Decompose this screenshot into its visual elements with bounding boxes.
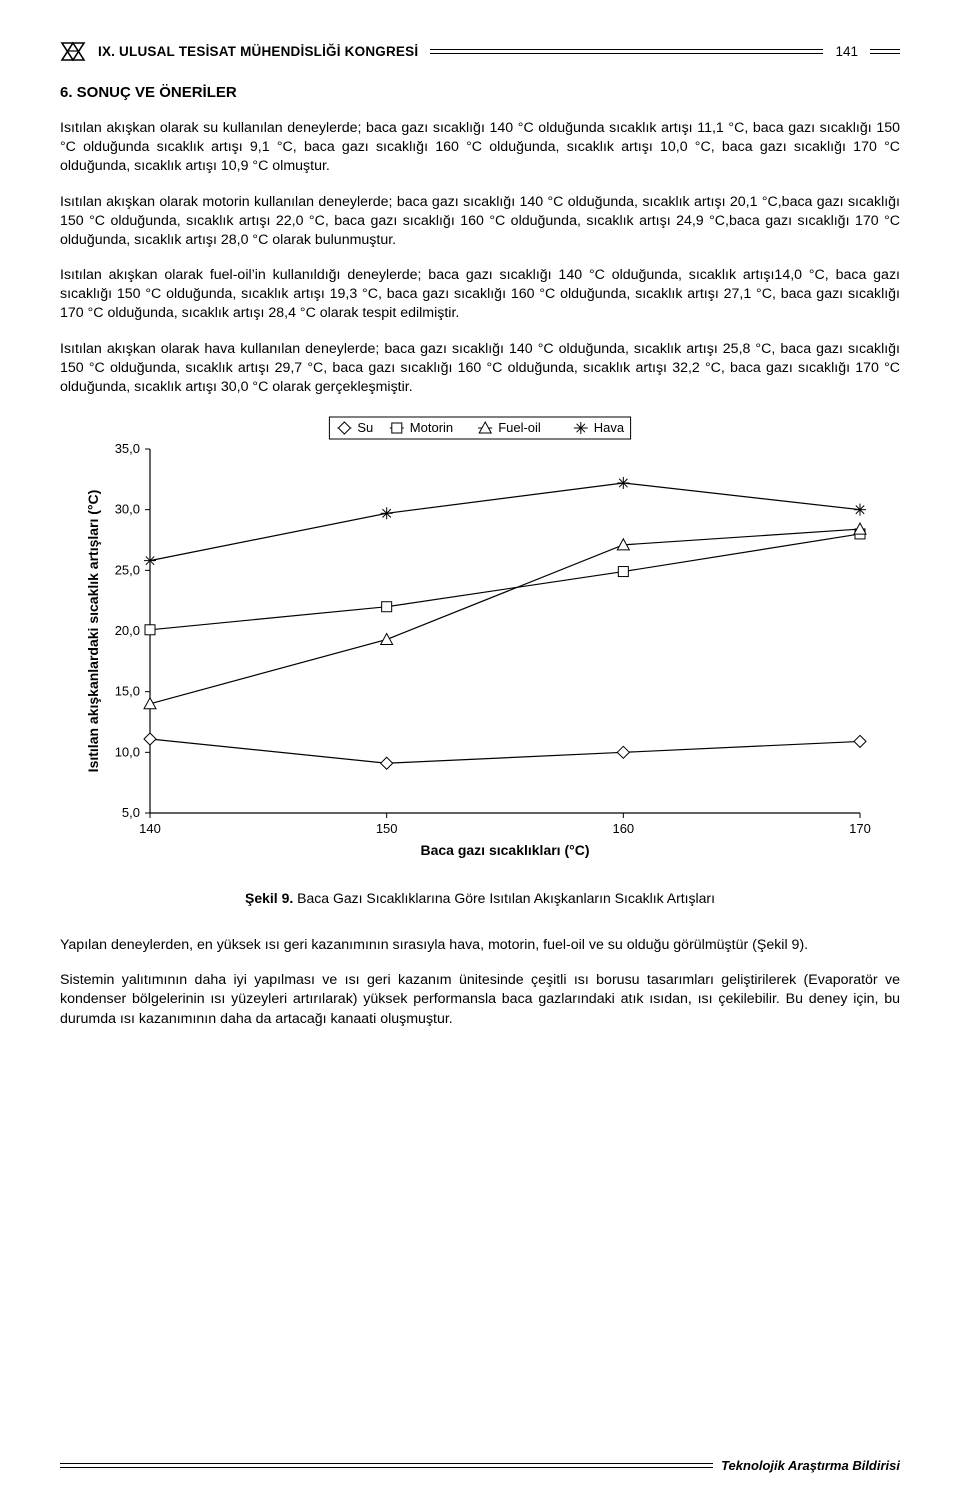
- figure-9: 5,0 10,0 15,0 20,0 25,0 30,0 35,0 140 150 160 170 B…: [60, 413, 900, 878]
- page-header: IX. ULUSAL TESİSAT MÜHENDİSLİĞİ KONGRESİ…: [60, 40, 900, 62]
- page-footer: Teknolojik Araştırma Bildirisi: [60, 1458, 900, 1473]
- footer-text: Teknolojik Araştırma Bildirisi: [721, 1458, 900, 1473]
- paragraph-3: Isıtılan akışkan olarak fuel-oil’in kull…: [60, 266, 900, 324]
- svg-text:30,0: 30,0: [115, 502, 140, 517]
- paragraph-6: Sistemin yalıtımının daha iyi yapılması …: [60, 971, 900, 1029]
- chart-svg: 5,0 10,0 15,0 20,0 25,0 30,0 35,0 140 150 160 170 B…: [70, 413, 890, 873]
- svg-text:Fuel-oil: Fuel-oil: [498, 420, 541, 435]
- paragraph-4: Isıtılan akışkan olarak hava kullanılan …: [60, 340, 900, 398]
- svg-text:150: 150: [376, 821, 398, 836]
- footer-rule: [60, 1463, 713, 1468]
- figure-caption: Şekil 9. Baca Gazı Sıcaklıklarına Göre I…: [60, 890, 900, 906]
- svg-text:Motorin: Motorin: [410, 420, 453, 435]
- page-number: 141: [835, 44, 858, 59]
- paragraph-2: Isıtılan akışkan olarak motorin kullanıl…: [60, 193, 900, 251]
- header-rule-tail: [870, 49, 900, 54]
- figure-caption-label: Şekil 9.: [245, 890, 293, 906]
- svg-text:140: 140: [139, 821, 161, 836]
- svg-text:15,0: 15,0: [115, 684, 140, 699]
- svg-text:Hava: Hava: [594, 420, 625, 435]
- paragraph-1: Isıtılan akışkan olarak su kullanılan de…: [60, 119, 900, 177]
- paragraph-5: Yapılan deneylerden, en yüksek ısı geri …: [60, 936, 900, 955]
- svg-text:Isıtılan akışkanlardaki sıcakl: Isıtılan akışkanlardaki sıcaklık artışla…: [85, 490, 101, 773]
- section-heading: 6. SONUÇ VE ÖNERİLER: [60, 84, 900, 101]
- svg-text:170: 170: [849, 821, 871, 836]
- svg-text:Su: Su: [357, 420, 373, 435]
- header-rule: [430, 49, 823, 54]
- svg-text:20,0: 20,0: [115, 623, 140, 638]
- logo-icon: [60, 40, 86, 62]
- congress-title: IX. ULUSAL TESİSAT MÜHENDİSLİĞİ KONGRESİ: [98, 44, 418, 59]
- svg-text:160: 160: [612, 821, 634, 836]
- svg-text:5,0: 5,0: [122, 805, 140, 820]
- svg-text:25,0: 25,0: [115, 562, 140, 577]
- svg-text:Baca gazı sıcaklıkları (°C): Baca gazı sıcaklıkları (°C): [420, 842, 589, 858]
- svg-text:35,0: 35,0: [115, 441, 140, 456]
- figure-caption-text: Baca Gazı Sıcaklıklarına Göre Isıtılan A…: [293, 890, 715, 906]
- svg-text:10,0: 10,0: [115, 744, 140, 759]
